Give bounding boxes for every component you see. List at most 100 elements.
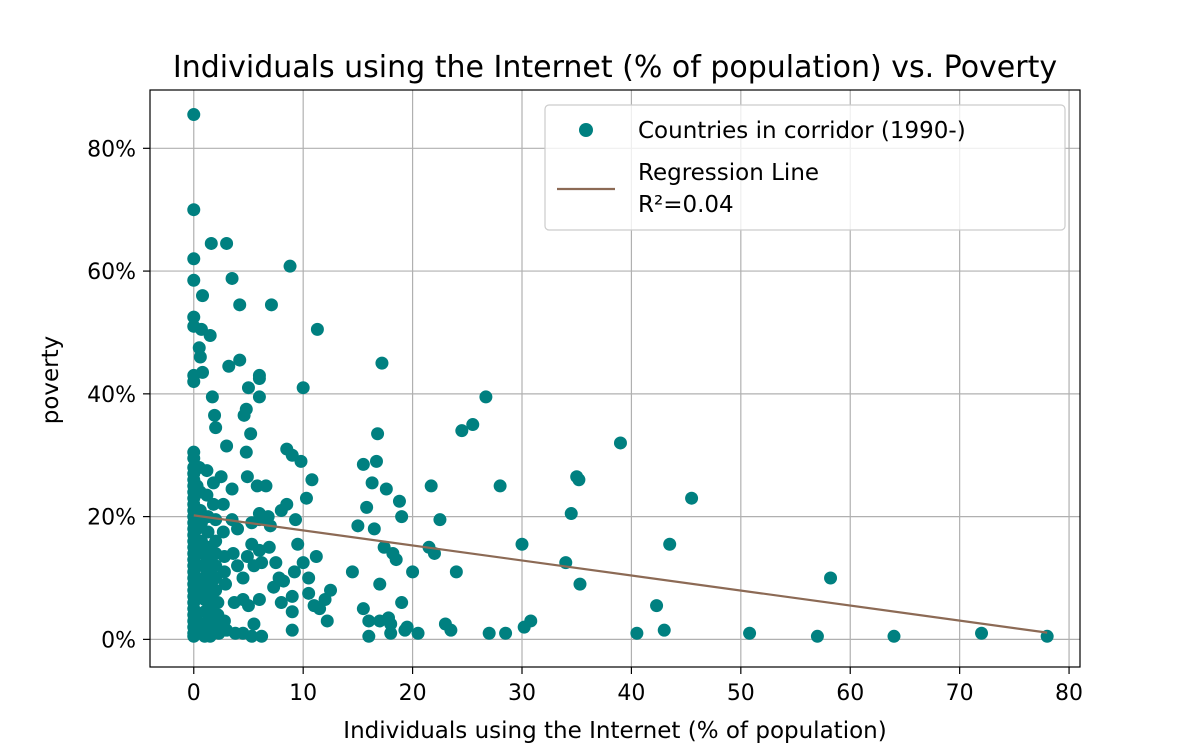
scatter-point (239, 445, 253, 459)
scatter-point (233, 298, 247, 312)
scatter-point (479, 390, 493, 404)
legend: Countries in corridor (1990-) Regression… (544, 104, 1066, 231)
scatter-point (240, 550, 254, 564)
scatter-point (218, 577, 232, 591)
scatter-point (241, 599, 255, 613)
scatter-point (406, 565, 420, 579)
scatter-point (302, 586, 316, 600)
legend-label-regression: Regression Line (638, 160, 819, 186)
scatter-point (236, 571, 250, 585)
scatter-point (975, 626, 989, 640)
scatter-point (289, 513, 303, 527)
scatter-point (351, 519, 365, 533)
scatter-point (209, 583, 223, 597)
scatter-point (320, 614, 334, 628)
scatter-point (255, 629, 269, 643)
scatter-point (427, 546, 441, 560)
scatter-point (208, 408, 222, 422)
scatter-point (285, 623, 299, 637)
scatter-point (499, 626, 513, 640)
scatter-point (291, 537, 305, 551)
scatter-point (455, 424, 469, 438)
scatter-point (264, 298, 278, 312)
scatter-point (252, 372, 266, 385)
x-tick-label: 60 (836, 681, 864, 706)
scatter-point (810, 629, 824, 643)
scatter-point (274, 596, 288, 610)
y-tick-label: 20% (87, 506, 136, 531)
y-axis-label: poverty (38, 336, 64, 425)
x-tick-label: 0 (187, 681, 201, 706)
scatter-point (285, 605, 299, 619)
scatter-point (200, 464, 214, 478)
scatter-point (299, 491, 313, 505)
scatter-point (269, 556, 283, 570)
scatter-point (395, 510, 409, 524)
scatter-point (220, 439, 234, 453)
scatter-point (245, 629, 259, 643)
scatter-point (187, 273, 201, 287)
scatter-point (424, 479, 438, 493)
scatter-point (196, 365, 210, 379)
scatter-point (216, 525, 230, 539)
scatter-point (240, 470, 254, 484)
scatter-point (226, 546, 240, 560)
scatter-point (231, 522, 245, 536)
scatter-point (280, 497, 294, 511)
scatter-point (392, 494, 406, 508)
x-tick-label: 10 (289, 681, 317, 706)
chart-title: Individuals using the Internet (% of pop… (173, 50, 1057, 85)
scatter-point (345, 565, 359, 579)
scatter-point (824, 571, 838, 585)
y-tick-label: 40% (87, 383, 136, 408)
scatter-point (373, 577, 387, 591)
scatter-point (371, 427, 385, 441)
scatter-point (324, 583, 338, 597)
scatter-point (283, 259, 297, 273)
scatter-point (482, 626, 496, 640)
scatter-point (200, 488, 214, 502)
scatter-point (204, 236, 218, 250)
scatter-point (225, 482, 239, 496)
scatter-point (375, 356, 389, 370)
scatter-point (187, 203, 201, 217)
scatter-point (252, 592, 266, 606)
scatter-point (466, 418, 480, 432)
scatter-point (411, 626, 425, 640)
scatter-point (663, 537, 677, 551)
scatter-point (384, 626, 398, 640)
regression-line (193, 514, 1048, 634)
scatter-point (379, 482, 393, 496)
data-layer (187, 108, 1054, 643)
scatter-point (220, 236, 234, 250)
scatter-point (222, 359, 236, 373)
scatter-point (743, 626, 757, 640)
legend-box (544, 104, 1066, 231)
scatter-point (241, 381, 255, 395)
scatter-point (356, 602, 370, 616)
scatter-point (657, 623, 671, 637)
y-tick-label: 0% (101, 628, 136, 653)
x-axis-label: Individuals using the Internet (% of pop… (343, 718, 886, 744)
axis-ticks: 0 10 20 30 40 50 60 70 80 0% 20% 40% 60% 80% (87, 137, 1083, 706)
y-tick-label: 60% (87, 260, 136, 285)
scatter-point (449, 565, 463, 579)
scatter-point (400, 620, 414, 634)
scatter-point (650, 599, 664, 613)
scatter-point (444, 623, 458, 637)
scatter-point (187, 310, 201, 324)
scatter-point (187, 108, 201, 122)
scatter-point (217, 565, 231, 579)
scatter-point (187, 252, 201, 266)
scatter-point (203, 329, 217, 343)
scatter-point (310, 322, 324, 336)
x-tick-label: 30 (508, 681, 536, 706)
scatter-point (365, 476, 379, 490)
scatter-point (209, 513, 223, 527)
y-tick-label: 80% (87, 137, 136, 162)
scatter-point (493, 479, 507, 493)
x-tick-label: 40 (617, 681, 645, 706)
scatter-point (252, 390, 266, 404)
scatter-point (244, 427, 258, 441)
